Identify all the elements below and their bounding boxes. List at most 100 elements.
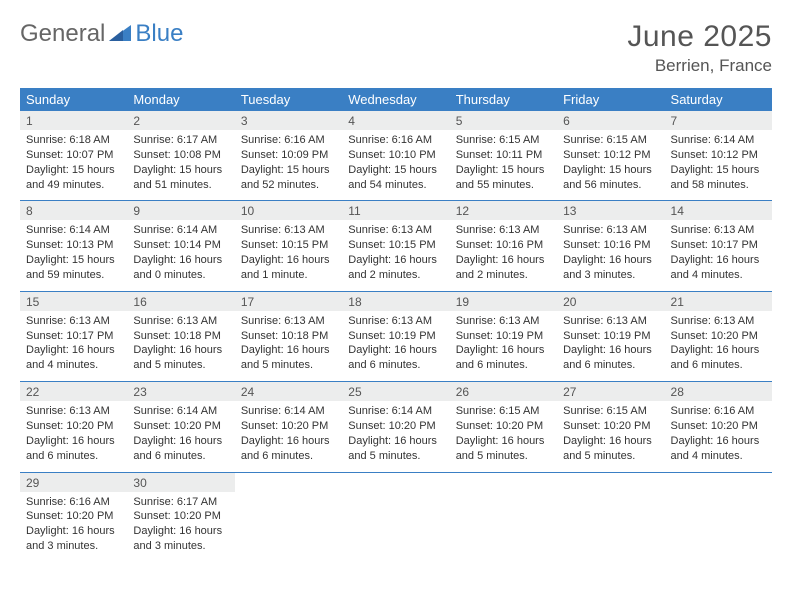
daylight-line: Daylight: 16 hours and 5 minutes. — [456, 434, 551, 464]
day-cell: Sunrise: 6:15 AMSunset: 10:12 PMDaylight… — [557, 130, 664, 201]
month-title: June 2025 — [627, 20, 772, 54]
sunrise-line: Sunrise: 6:13 AM — [241, 314, 336, 329]
day-cell: Sunrise: 6:16 AMSunset: 10:09 PMDaylight… — [235, 130, 342, 201]
daylight-line: Daylight: 16 hours and 6 minutes. — [671, 343, 766, 373]
logo-text-blue: Blue — [135, 20, 183, 48]
sunset-line: Sunset: 10:16 PM — [563, 238, 658, 253]
day-cell — [235, 492, 342, 562]
day-number: 27 — [557, 382, 664, 401]
sunrise-line: Sunrise: 6:15 AM — [456, 133, 551, 148]
sunset-line: Sunset: 10:20 PM — [26, 509, 121, 524]
day-number — [450, 473, 557, 492]
day-cell — [342, 492, 449, 562]
sunset-line: Sunset: 10:14 PM — [133, 238, 228, 253]
daylight-line: Daylight: 16 hours and 5 minutes. — [348, 434, 443, 464]
sunrise-line: Sunrise: 6:14 AM — [133, 404, 228, 419]
header-wednesday: Wednesday — [342, 88, 449, 111]
daylight-line: Daylight: 15 hours and 59 minutes. — [26, 253, 121, 283]
sunrise-line: Sunrise: 6:14 AM — [133, 223, 228, 238]
logo-triangle-icon — [109, 20, 131, 48]
sunrise-line: Sunrise: 6:16 AM — [348, 133, 443, 148]
day-cell: Sunrise: 6:13 AMSunset: 10:18 PMDaylight… — [235, 311, 342, 382]
sunrise-line: Sunrise: 6:18 AM — [26, 133, 121, 148]
day-cell: Sunrise: 6:13 AMSunset: 10:19 PMDaylight… — [557, 311, 664, 382]
sunrise-line: Sunrise: 6:13 AM — [671, 314, 766, 329]
sunrise-line: Sunrise: 6:17 AM — [133, 495, 228, 510]
day-number: 3 — [235, 111, 342, 130]
daylight-line: Daylight: 16 hours and 2 minutes. — [348, 253, 443, 283]
sunrise-line: Sunrise: 6:14 AM — [26, 223, 121, 238]
sunset-line: Sunset: 10:18 PM — [133, 329, 228, 344]
day-number: 25 — [342, 382, 449, 401]
day-cell: Sunrise: 6:13 AMSunset: 10:18 PMDaylight… — [127, 311, 234, 382]
sunrise-line: Sunrise: 6:16 AM — [671, 404, 766, 419]
day-body-row: Sunrise: 6:13 AMSunset: 10:20 PMDaylight… — [20, 401, 772, 472]
day-number: 13 — [557, 201, 664, 220]
day-number: 8 — [20, 201, 127, 220]
day-cell: Sunrise: 6:15 AMSunset: 10:20 PMDaylight… — [557, 401, 664, 472]
sunrise-line: Sunrise: 6:16 AM — [26, 495, 121, 510]
day-number: 11 — [342, 201, 449, 220]
sunset-line: Sunset: 10:20 PM — [133, 419, 228, 434]
sunset-line: Sunset: 10:19 PM — [348, 329, 443, 344]
day-cell: Sunrise: 6:18 AMSunset: 10:07 PMDaylight… — [20, 130, 127, 201]
sunrise-line: Sunrise: 6:14 AM — [241, 404, 336, 419]
daylight-line: Daylight: 16 hours and 5 minutes. — [241, 343, 336, 373]
sunset-line: Sunset: 10:18 PM — [241, 329, 336, 344]
day-cell — [450, 492, 557, 562]
daylight-line: Daylight: 16 hours and 1 minute. — [241, 253, 336, 283]
day-cell: Sunrise: 6:17 AMSunset: 10:08 PMDaylight… — [127, 130, 234, 201]
day-cell: Sunrise: 6:14 AMSunset: 10:20 PMDaylight… — [235, 401, 342, 472]
weekday-header-row: Sunday Monday Tuesday Wednesday Thursday… — [20, 88, 772, 111]
day-number: 12 — [450, 201, 557, 220]
day-number: 30 — [127, 473, 234, 492]
day-number-row: 2930 — [20, 473, 772, 492]
sunset-line: Sunset: 10:19 PM — [563, 329, 658, 344]
sunrise-line: Sunrise: 6:15 AM — [563, 133, 658, 148]
calendar-body: 1234567Sunrise: 6:18 AMSunset: 10:07 PMD… — [20, 111, 772, 562]
daylight-line: Daylight: 15 hours and 55 minutes. — [456, 163, 551, 193]
sunrise-line: Sunrise: 6:13 AM — [456, 314, 551, 329]
day-number: 17 — [235, 292, 342, 311]
day-number: 2 — [127, 111, 234, 130]
sunset-line: Sunset: 10:20 PM — [671, 329, 766, 344]
day-number: 28 — [665, 382, 772, 401]
day-cell: Sunrise: 6:13 AMSunset: 10:19 PMDaylight… — [342, 311, 449, 382]
calendar-table: Sunday Monday Tuesday Wednesday Thursday… — [20, 88, 772, 562]
day-number: 10 — [235, 201, 342, 220]
day-cell: Sunrise: 6:13 AMSunset: 10:17 PMDaylight… — [665, 220, 772, 291]
day-cell — [557, 492, 664, 562]
daylight-line: Daylight: 15 hours and 49 minutes. — [26, 163, 121, 193]
day-cell: Sunrise: 6:13 AMSunset: 10:19 PMDaylight… — [450, 311, 557, 382]
day-cell — [665, 492, 772, 562]
sunset-line: Sunset: 10:12 PM — [671, 148, 766, 163]
day-number: 20 — [557, 292, 664, 311]
day-number — [557, 473, 664, 492]
sunrise-line: Sunrise: 6:15 AM — [456, 404, 551, 419]
day-body-row: Sunrise: 6:14 AMSunset: 10:13 PMDaylight… — [20, 220, 772, 291]
daylight-line: Daylight: 16 hours and 3 minutes. — [26, 524, 121, 554]
day-number: 9 — [127, 201, 234, 220]
day-number: 19 — [450, 292, 557, 311]
sunrise-line: Sunrise: 6:13 AM — [671, 223, 766, 238]
day-number: 18 — [342, 292, 449, 311]
sunset-line: Sunset: 10:20 PM — [456, 419, 551, 434]
day-number — [342, 473, 449, 492]
day-cell: Sunrise: 6:13 AMSunset: 10:17 PMDaylight… — [20, 311, 127, 382]
sunrise-line: Sunrise: 6:15 AM — [563, 404, 658, 419]
sunrise-line: Sunrise: 6:13 AM — [241, 223, 336, 238]
sunset-line: Sunset: 10:20 PM — [563, 419, 658, 434]
sunrise-line: Sunrise: 6:14 AM — [671, 133, 766, 148]
day-number: 6 — [557, 111, 664, 130]
daylight-line: Daylight: 15 hours and 51 minutes. — [133, 163, 228, 193]
daylight-line: Daylight: 16 hours and 6 minutes. — [348, 343, 443, 373]
day-number — [665, 473, 772, 492]
sunset-line: Sunset: 10:17 PM — [26, 329, 121, 344]
sunset-line: Sunset: 10:20 PM — [133, 509, 228, 524]
day-cell: Sunrise: 6:14 AMSunset: 10:12 PMDaylight… — [665, 130, 772, 201]
sunset-line: Sunset: 10:13 PM — [26, 238, 121, 253]
sunset-line: Sunset: 10:16 PM — [456, 238, 551, 253]
day-cell: Sunrise: 6:13 AMSunset: 10:15 PMDaylight… — [235, 220, 342, 291]
sunset-line: Sunset: 10:08 PM — [133, 148, 228, 163]
sunrise-line: Sunrise: 6:16 AM — [241, 133, 336, 148]
